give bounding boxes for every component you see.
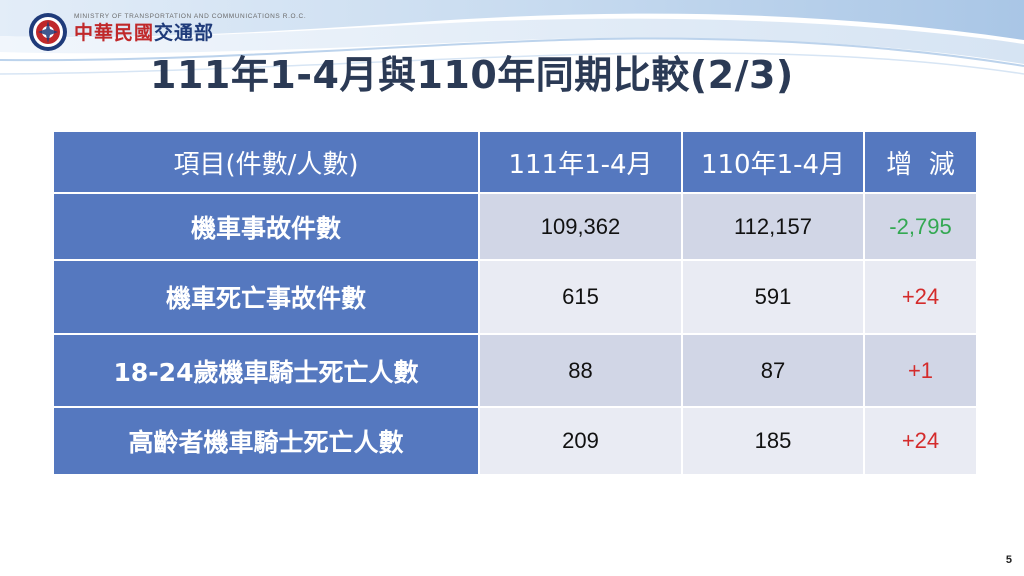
table-row: 機車死亡事故件數 615 591 +24 [52, 259, 978, 335]
slide-title: 111年1-4月與110年同期比較(2/3) [150, 53, 794, 97]
ministry-name-department: 交通部 [154, 22, 215, 44]
table-row: 高齡者機車騎士死亡人數 209 185 +24 [52, 406, 978, 476]
table-header-row: 項目(件數/人數) 111年1-4月 110年1-4月 增 減 [52, 130, 978, 194]
row-label: 機車事故件數 [52, 192, 480, 261]
change-value: +24 [863, 259, 978, 335]
previous-value: 112,157 [681, 192, 865, 261]
header-item: 項目(件數/人數) [52, 130, 480, 194]
comparison-table: 項目(件數/人數) 111年1-4月 110年1-4月 增 減 機車事故件數 1… [52, 130, 978, 476]
page-number: 5 [1005, 554, 1012, 566]
header-current-period: 111年1-4月 [478, 130, 683, 194]
header-wave-decoration [0, 0, 1024, 75]
change-value: +24 [863, 406, 978, 476]
change-value: -2,795 [863, 192, 978, 261]
ministry-chinese-name: 中華民國交通部 [74, 22, 214, 44]
header-change: 增 減 [863, 130, 978, 194]
previous-value: 185 [681, 406, 865, 476]
current-value: 209 [478, 406, 683, 476]
change-value: +1 [863, 333, 978, 408]
row-label: 高齡者機車騎士死亡人數 [52, 406, 480, 476]
row-label: 18-24歲機車騎士死亡人數 [52, 333, 480, 408]
ministry-english-name: MINISTRY OF TRANSPORTATION AND COMMUNICA… [74, 13, 307, 20]
current-value: 615 [478, 259, 683, 335]
current-value: 88 [478, 333, 683, 408]
current-value: 109,362 [478, 192, 683, 261]
ministry-emblem-icon [29, 13, 67, 51]
table-row: 18-24歲機車騎士死亡人數 88 87 +1 [52, 333, 978, 408]
ministry-name-country: 中華民國 [74, 22, 155, 44]
header-previous-period: 110年1-4月 [681, 130, 865, 194]
table-row: 機車事故件數 109,362 112,157 -2,795 [52, 192, 978, 261]
previous-value: 87 [681, 333, 865, 408]
previous-value: 591 [681, 259, 865, 335]
row-label: 機車死亡事故件數 [52, 259, 480, 335]
